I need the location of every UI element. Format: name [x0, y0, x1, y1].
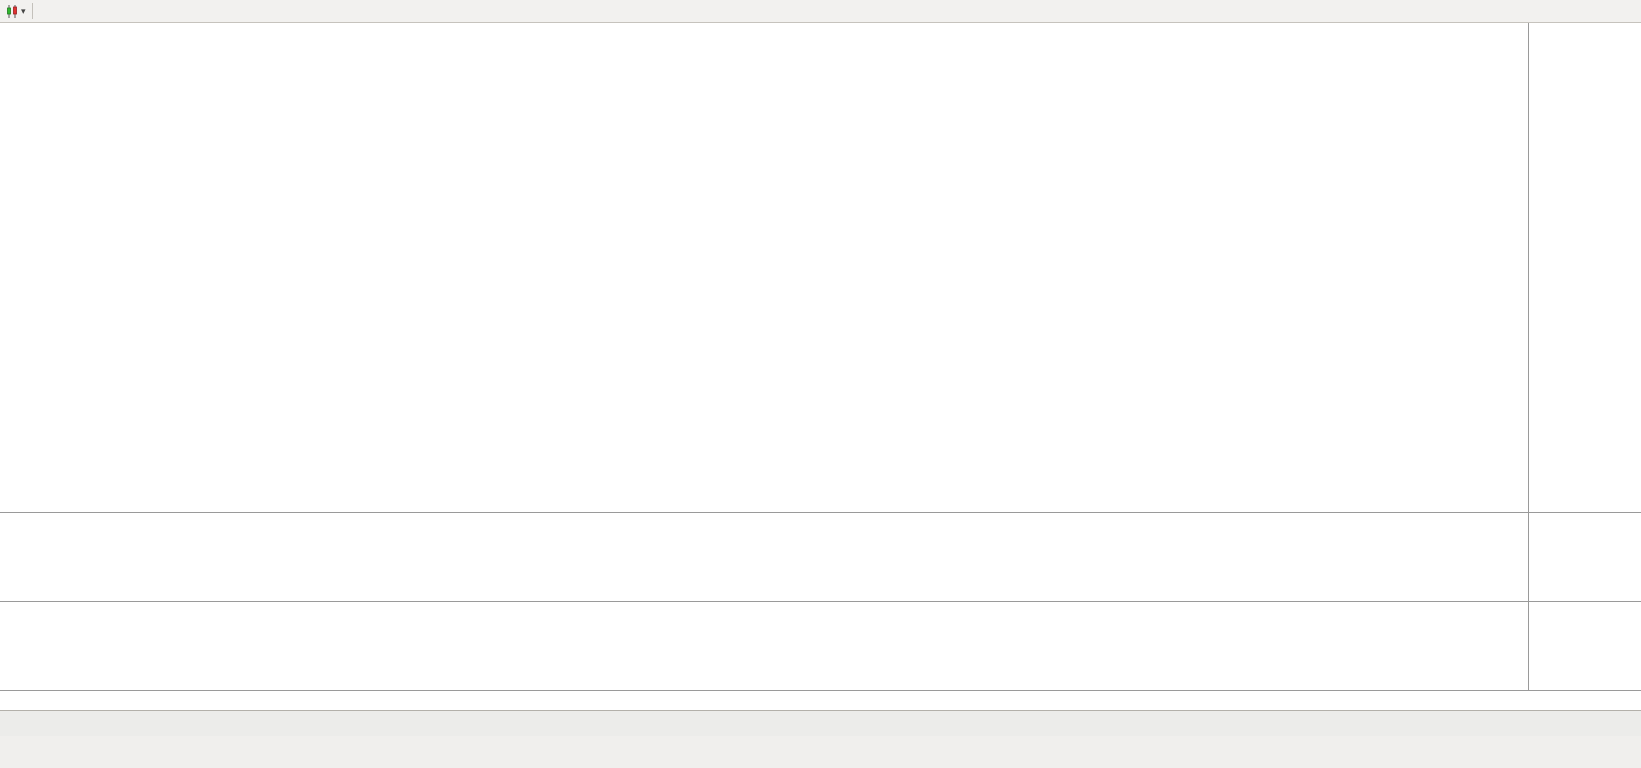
- toolbar-separator: [31, 3, 33, 19]
- date-axis-separator: [0, 690, 1641, 691]
- chart-tabs-bar: [0, 710, 1641, 736]
- chart-type-icon[interactable]: [5, 4, 20, 19]
- timeframe-toolbar: ▾: [0, 0, 1641, 23]
- date-axis: [0, 690, 1528, 710]
- main-chart-canvas[interactable]: [0, 23, 1528, 512]
- price-axis-border: [1528, 23, 1529, 690]
- macd-panel-separator[interactable]: [0, 601, 1641, 602]
- rsi-indicator-canvas[interactable]: [0, 513, 1528, 601]
- chart-dropdown-caret-icon[interactable]: ▾: [21, 5, 26, 16]
- macd-indicator-canvas[interactable]: [0, 602, 1528, 690]
- bottom-filler: [0, 736, 1641, 768]
- rsi-panel-separator[interactable]: [0, 512, 1641, 513]
